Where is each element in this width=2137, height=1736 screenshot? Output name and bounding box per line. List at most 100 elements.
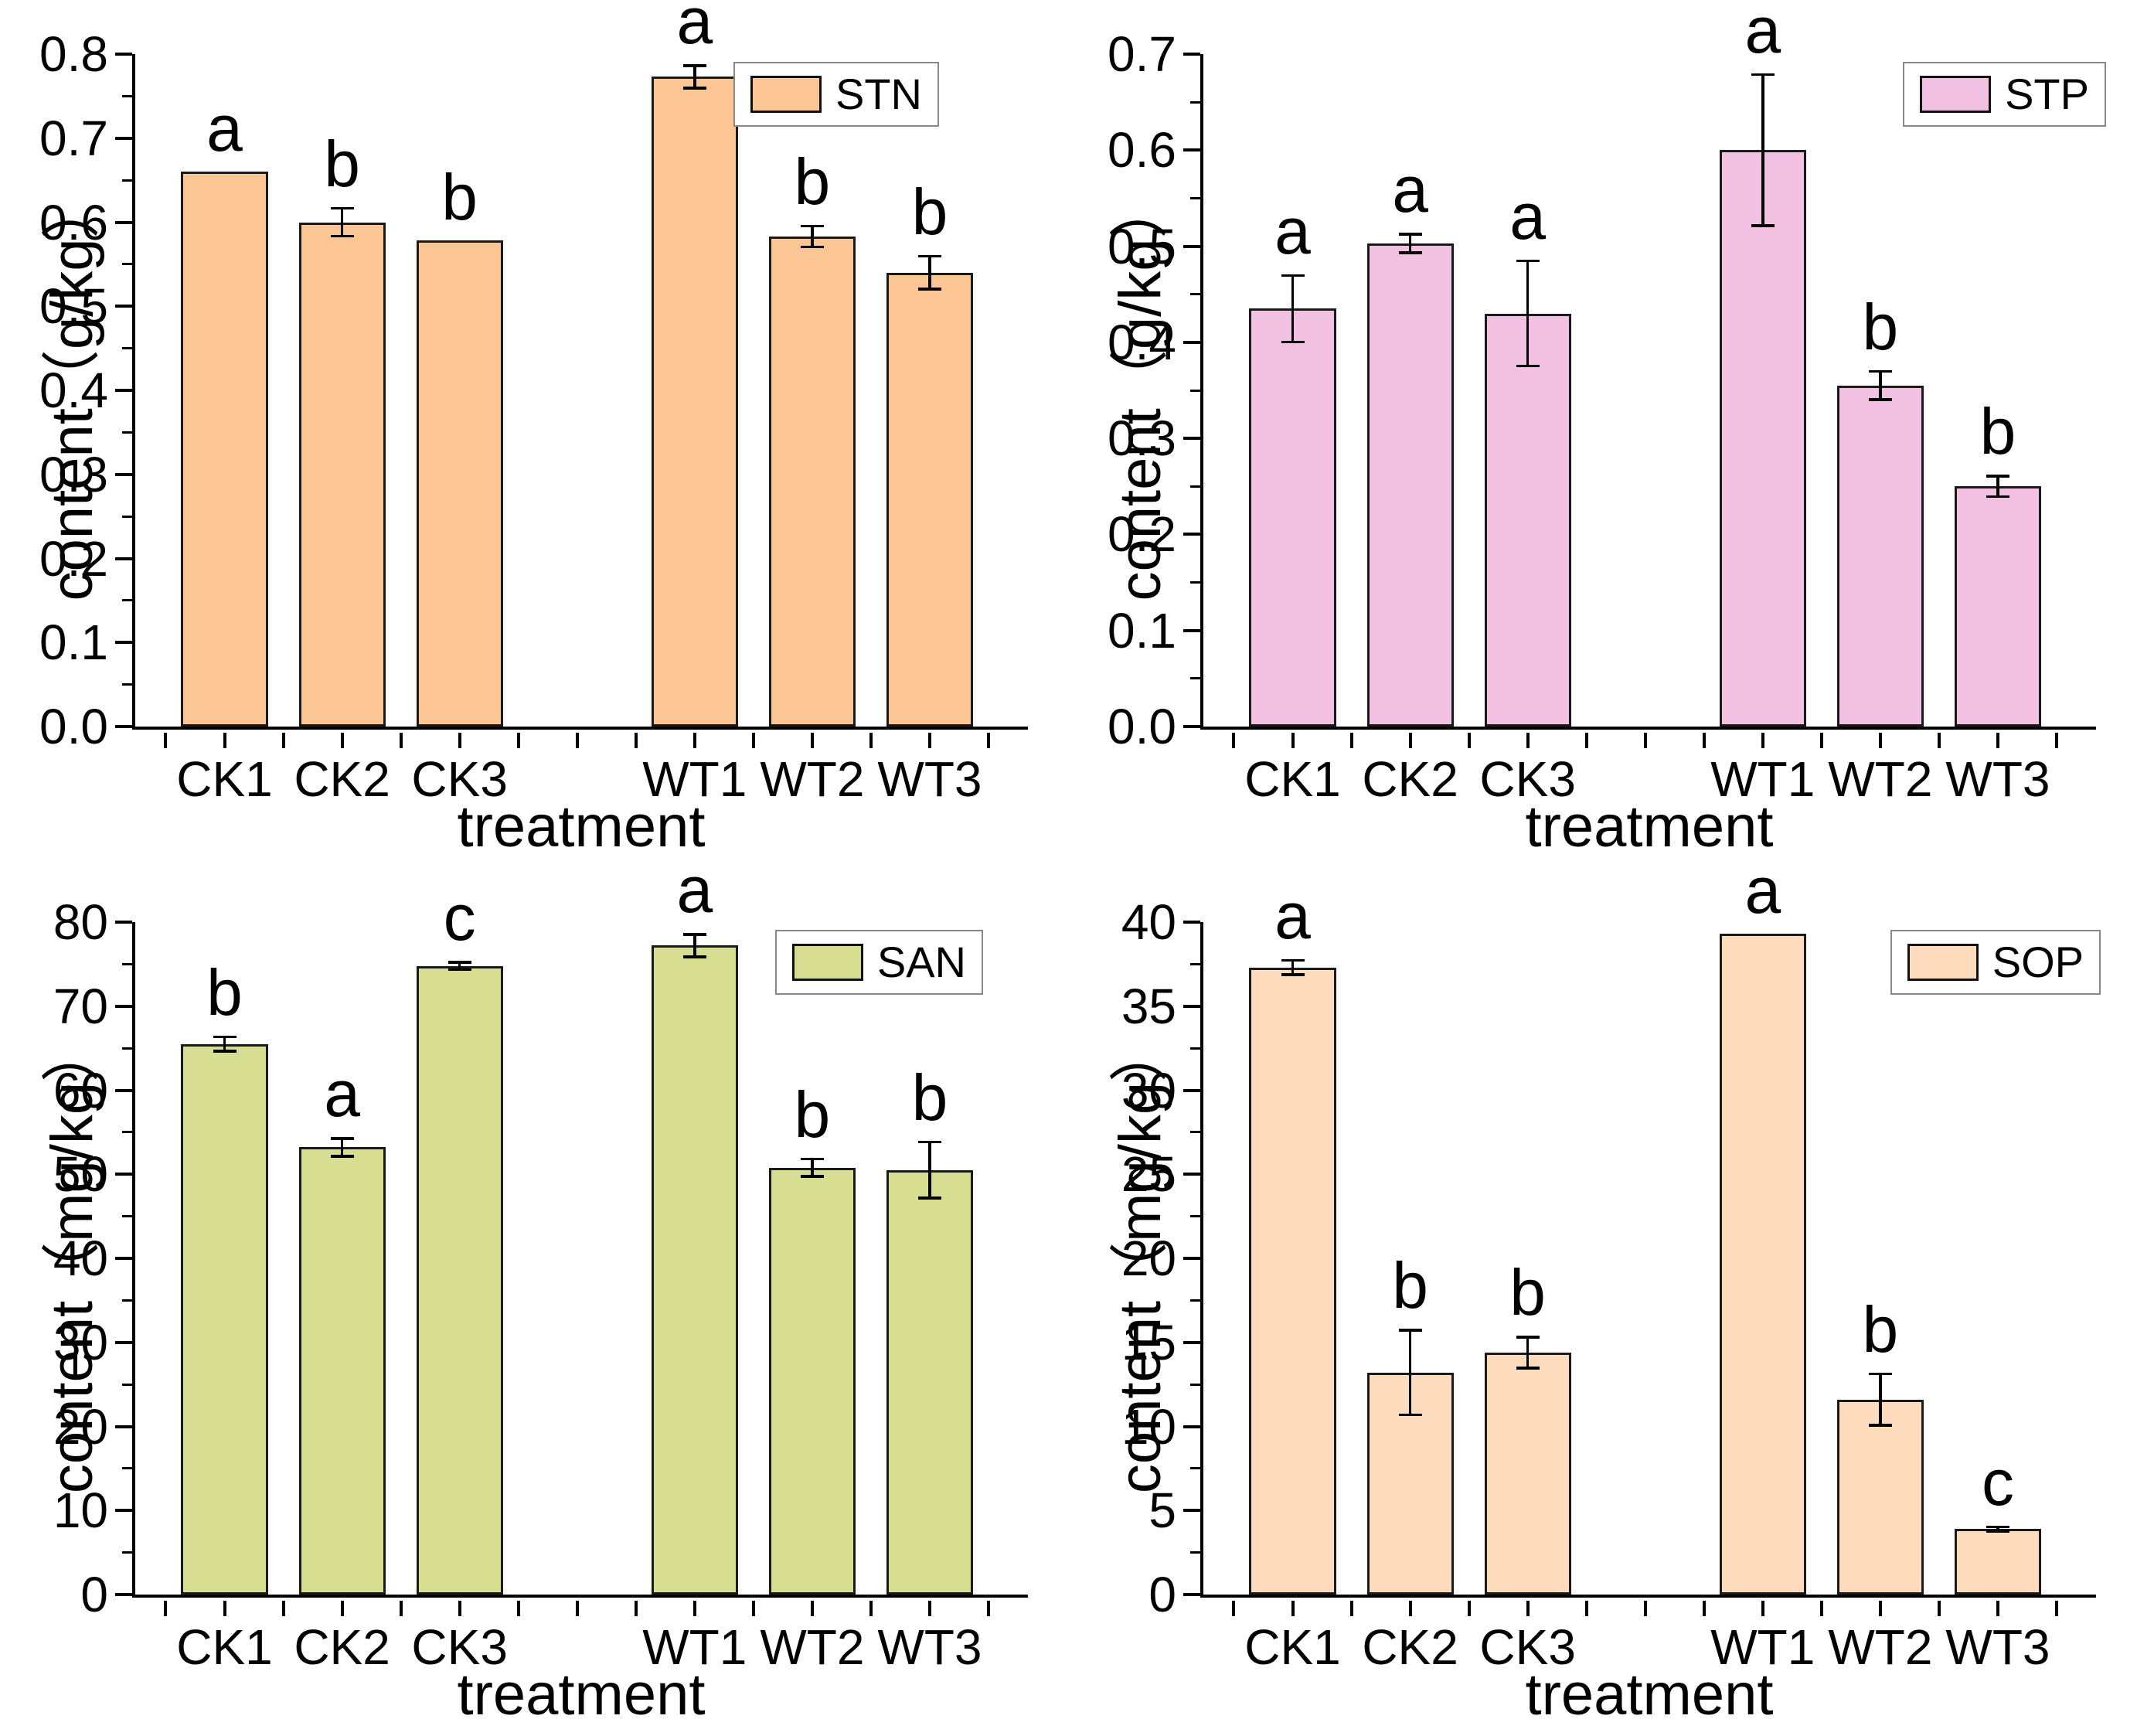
x-tick [1761, 1601, 1764, 1616]
error-bar-cap [917, 254, 941, 258]
x-tick [458, 733, 461, 748]
sig-letter: b [1979, 395, 2016, 468]
plot-area: 0.0 0.1 0.2 0.3 0.4 0.5 0.6 0.7 0.8 CK1 a CK2 b CK3 b W… [39, 0, 1028, 804]
x-axis-line [1200, 1595, 2096, 1598]
y-axis-line [1200, 922, 1203, 1598]
x-axis-title: treatment [457, 1662, 706, 1727]
x-category-label: WT2 [760, 1619, 865, 1675]
legend: SOP [1890, 930, 2101, 995]
y-tick-label: 0.8 [39, 26, 108, 82]
sig-letter: c [1981, 1445, 2014, 1519]
x-category-label: CK3 [411, 1619, 508, 1675]
y-tick-label: 0.3 [39, 446, 108, 502]
y-minor-tick [122, 1131, 132, 1134]
error-bar-cap [1398, 251, 1422, 254]
y-tick [115, 220, 132, 224]
error-bar-cap [1751, 73, 1775, 77]
error-bar-cap [1986, 495, 2009, 499]
x-axis-line [1200, 727, 2096, 730]
sig-letter: b [794, 145, 831, 218]
y-tick [1183, 1004, 1200, 1008]
error-bar [1408, 233, 1412, 254]
bar-wt2 [768, 237, 856, 727]
x-tick [751, 1601, 755, 1616]
y-minor-tick [1190, 1299, 1200, 1302]
y-tick-label: 20 [53, 1398, 108, 1455]
y-tick-label: 0.3 [1108, 410, 1176, 467]
x-tick [1996, 733, 1999, 748]
x-category-label: CK2 [294, 751, 390, 807]
x-category-label: CK1 [176, 751, 273, 807]
y-tick [115, 389, 132, 392]
bar-ck1 [1249, 967, 1336, 1595]
sig-letter: a [676, 0, 713, 58]
x-tick [399, 1601, 403, 1616]
y-axis-line [132, 54, 135, 730]
y-tick-label: 15 [1121, 1314, 1176, 1370]
bar-wt3 [886, 1169, 973, 1595]
error-bar-cap [682, 87, 706, 90]
x-category-label: WT1 [1710, 751, 1815, 807]
sig-letter: b [1862, 290, 1899, 363]
sig-letter: b [206, 955, 243, 1029]
error-bar-cap [682, 955, 706, 958]
y-tick [115, 1088, 132, 1092]
error-bar-cap [1398, 1413, 1422, 1417]
y-minor-tick [1190, 1047, 1200, 1050]
sig-letter: a [324, 1057, 360, 1131]
x-category-label: CK3 [1479, 751, 1576, 807]
y-minor-tick [1190, 389, 1200, 392]
error-bar-cap [330, 1137, 354, 1140]
y-minor-tick [1190, 1215, 1200, 1218]
x-axis-title: treatment [1525, 794, 1774, 859]
plot-area: 0 10 20 30 40 50 60 70 80 CK1 b CK2 a CK3 c WT1 a WT2 b WT3… [53, 857, 1028, 1672]
error-bar-cap [800, 224, 824, 228]
error-bar [928, 254, 931, 291]
x-tick [164, 1601, 168, 1616]
y-minor-tick [1190, 962, 1200, 965]
sig-letter: b [911, 175, 948, 248]
y-tick-label: 0 [80, 1567, 108, 1622]
x-tick [751, 733, 755, 748]
error-bar [693, 933, 696, 958]
error-bar-cap [682, 64, 706, 67]
error-bar-cap [682, 933, 706, 936]
sig-letter: b [324, 127, 360, 200]
y-tick [1183, 1509, 1200, 1513]
y-tick [115, 472, 132, 476]
sig-letter: a [1274, 194, 1311, 267]
sig-letter: b [794, 1077, 831, 1151]
y-tick-label: 5 [1148, 1482, 1176, 1539]
y-tick [1183, 437, 1200, 441]
bar-wt1 [651, 945, 738, 1595]
x-category-label: CK3 [1479, 1619, 1576, 1675]
y-axis-line [132, 922, 135, 1598]
y-tick [115, 305, 132, 308]
error-bar-cap [447, 961, 471, 964]
y-tick [115, 557, 132, 560]
y-tick [1183, 725, 1200, 728]
y-tick-label: 25 [1121, 1146, 1176, 1203]
y-tick [1183, 244, 1200, 248]
y-minor-tick [1190, 581, 1200, 584]
x-tick [1232, 733, 1236, 748]
chart-panel-stn: content（g/kg） 0.0 0.1 0.2 0.3 0.4 0.5 0.6 0.7 0.… [0, 0, 1068, 868]
y-minor-tick [122, 431, 132, 434]
x-tick [516, 733, 520, 748]
error-bar [223, 1035, 226, 1053]
error-bar-cap [1281, 973, 1305, 976]
y-minor-tick [1190, 293, 1200, 296]
y-tick [1183, 1425, 1200, 1428]
x-category-label: WT1 [642, 1619, 747, 1675]
x-tick [164, 733, 168, 748]
x-tick [1996, 1601, 1999, 1616]
error-bar-cap [1281, 274, 1305, 277]
x-tick [1878, 733, 1882, 748]
y-tick-label: 0.7 [1108, 26, 1176, 82]
y-minor-tick [1190, 1551, 1200, 1554]
error-bar [1291, 274, 1295, 344]
error-bar [811, 224, 814, 249]
error-bar-cap [1398, 233, 1422, 236]
error-bar-cap [1516, 1367, 1540, 1370]
sig-letter: a [1274, 879, 1311, 952]
